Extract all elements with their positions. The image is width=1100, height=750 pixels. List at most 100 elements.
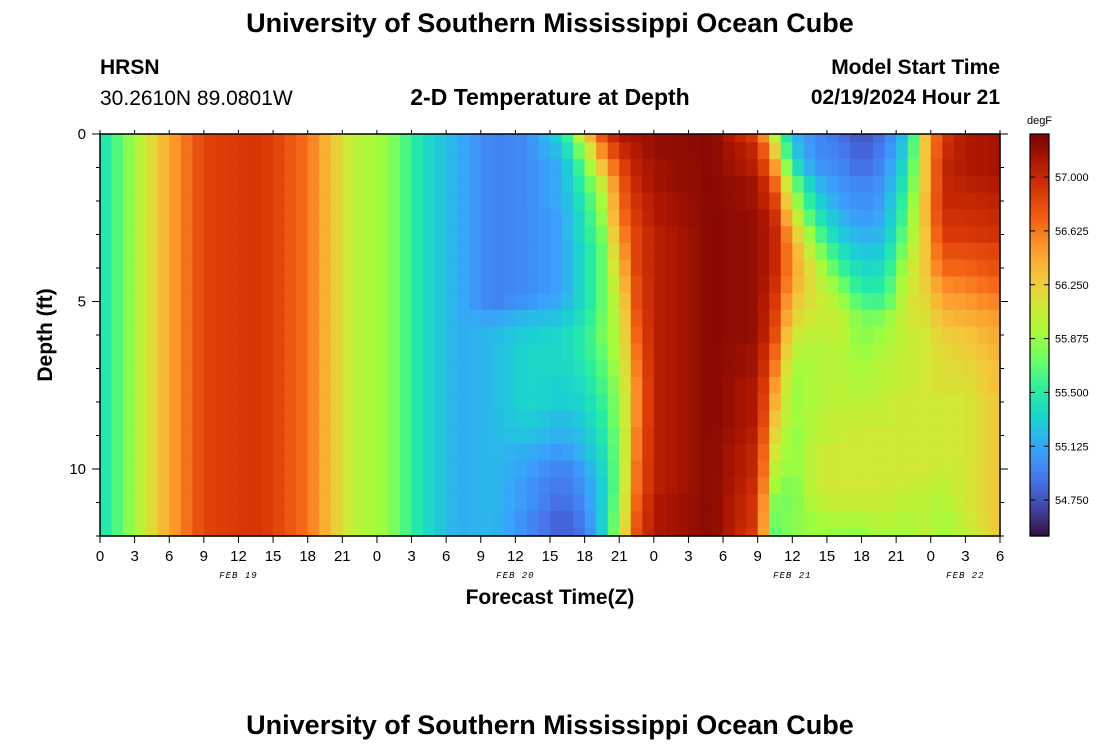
heatmap-cell — [630, 192, 643, 210]
heatmap-cell — [307, 142, 320, 160]
heatmap-cell — [746, 410, 759, 428]
heatmap-cell — [688, 510, 701, 529]
heatmap-cell — [746, 376, 759, 395]
heatmap-cell — [780, 360, 793, 378]
colorbar-tick-label: 56.625 — [1055, 226, 1089, 238]
heatmap-cell — [123, 443, 136, 462]
heatmap-cell — [723, 175, 736, 194]
heatmap-cell — [446, 477, 459, 495]
heatmap-cell — [134, 192, 147, 210]
heatmap-cell — [792, 427, 805, 445]
heatmap-cell — [930, 175, 943, 194]
heatmap-cell — [169, 460, 182, 478]
heatmap-cell — [411, 427, 424, 445]
colorbar-swatch — [1030, 278, 1049, 282]
heatmap-cell — [388, 443, 401, 462]
heatmap-cell — [100, 192, 113, 210]
heatmap-cell — [215, 259, 228, 277]
heatmap-cell — [630, 527, 643, 537]
heatmap-cell — [503, 242, 516, 261]
heatmap-cell — [480, 410, 493, 428]
heatmap-cell — [942, 360, 955, 378]
heatmap-cell — [226, 494, 240, 512]
heatmap-cell — [215, 443, 228, 462]
heatmap-cell — [215, 209, 228, 227]
heatmap-cell — [700, 134, 713, 143]
heatmap-cell — [596, 209, 609, 227]
heatmap-cell — [607, 510, 620, 529]
heatmap-cell — [642, 134, 655, 143]
heatmap-cell — [446, 209, 459, 227]
heatmap-cell — [873, 410, 886, 428]
heatmap-cell — [965, 427, 978, 445]
heatmap-cell — [757, 527, 770, 537]
heatmap-cell — [342, 309, 355, 328]
heatmap-cell — [250, 343, 263, 361]
heatmap-cell — [573, 510, 586, 529]
heatmap-cell — [734, 527, 747, 537]
heatmap-cell — [780, 427, 793, 445]
heatmap-cell — [515, 226, 528, 244]
heatmap-cell — [769, 376, 782, 395]
heatmap-cell — [538, 209, 551, 227]
heatmap-cell — [850, 460, 863, 478]
heatmap-cell — [330, 276, 343, 294]
colorbar-swatch — [1030, 435, 1049, 440]
heatmap-cell — [146, 142, 159, 160]
heatmap-cell — [573, 460, 586, 478]
heatmap-cell — [342, 159, 355, 177]
heatmap-cell — [919, 343, 932, 361]
heatmap-cell — [353, 376, 366, 395]
heatmap-cell — [388, 527, 401, 537]
heatmap-cell — [630, 259, 643, 277]
heatmap-cell — [803, 510, 816, 529]
heatmap-cell — [111, 259, 124, 277]
heatmap-cell — [226, 242, 240, 261]
heatmap-cell — [515, 410, 528, 428]
heatmap-cell — [746, 427, 759, 445]
heatmap-cell — [492, 427, 505, 445]
heatmap-cell — [838, 460, 851, 478]
heatmap-cell — [503, 226, 516, 244]
heatmap-cell — [561, 309, 574, 328]
heatmap-cell — [111, 326, 124, 344]
heatmap-cell — [653, 510, 666, 529]
heatmap-cell — [238, 494, 251, 512]
heatmap-cell — [388, 209, 401, 227]
heatmap-cell — [319, 209, 332, 227]
heatmap-cell — [134, 510, 147, 529]
heatmap-cell — [734, 226, 747, 244]
heatmap-cell — [884, 443, 897, 462]
heatmap-cell — [365, 410, 378, 428]
heatmap-cell — [480, 494, 493, 512]
heatmap-cell — [792, 477, 805, 495]
heatmap-cell — [757, 393, 770, 411]
heatmap-cell — [607, 460, 620, 478]
heatmap-cell — [515, 376, 528, 395]
heatmap-cell — [780, 226, 793, 244]
colorbar-swatch — [1030, 519, 1049, 524]
heatmap-cell — [596, 242, 609, 261]
heatmap-cell — [400, 293, 413, 311]
heatmap-cell — [353, 343, 366, 361]
heatmap-cell — [180, 494, 193, 512]
heatmap-cell — [780, 460, 793, 478]
heatmap-cell — [942, 527, 955, 537]
heatmap-cell — [653, 134, 666, 143]
heatmap-cell — [376, 259, 390, 277]
heatmap-cell — [192, 410, 205, 428]
heatmap-cell — [365, 443, 378, 462]
heatmap-cell — [619, 242, 632, 261]
heatmap-cell — [250, 510, 263, 529]
heatmap-cell — [423, 494, 436, 512]
heatmap-cell — [469, 410, 482, 428]
colorbar-swatch — [1030, 324, 1049, 329]
heatmap-cell — [942, 259, 955, 277]
heatmap-cell — [353, 309, 366, 328]
heatmap-cell — [492, 309, 505, 328]
heatmap-cell — [192, 376, 205, 395]
heatmap-cell — [746, 226, 759, 244]
heatmap-cell — [503, 192, 516, 210]
heatmap-cell — [446, 460, 459, 478]
heatmap-cell — [861, 410, 874, 428]
